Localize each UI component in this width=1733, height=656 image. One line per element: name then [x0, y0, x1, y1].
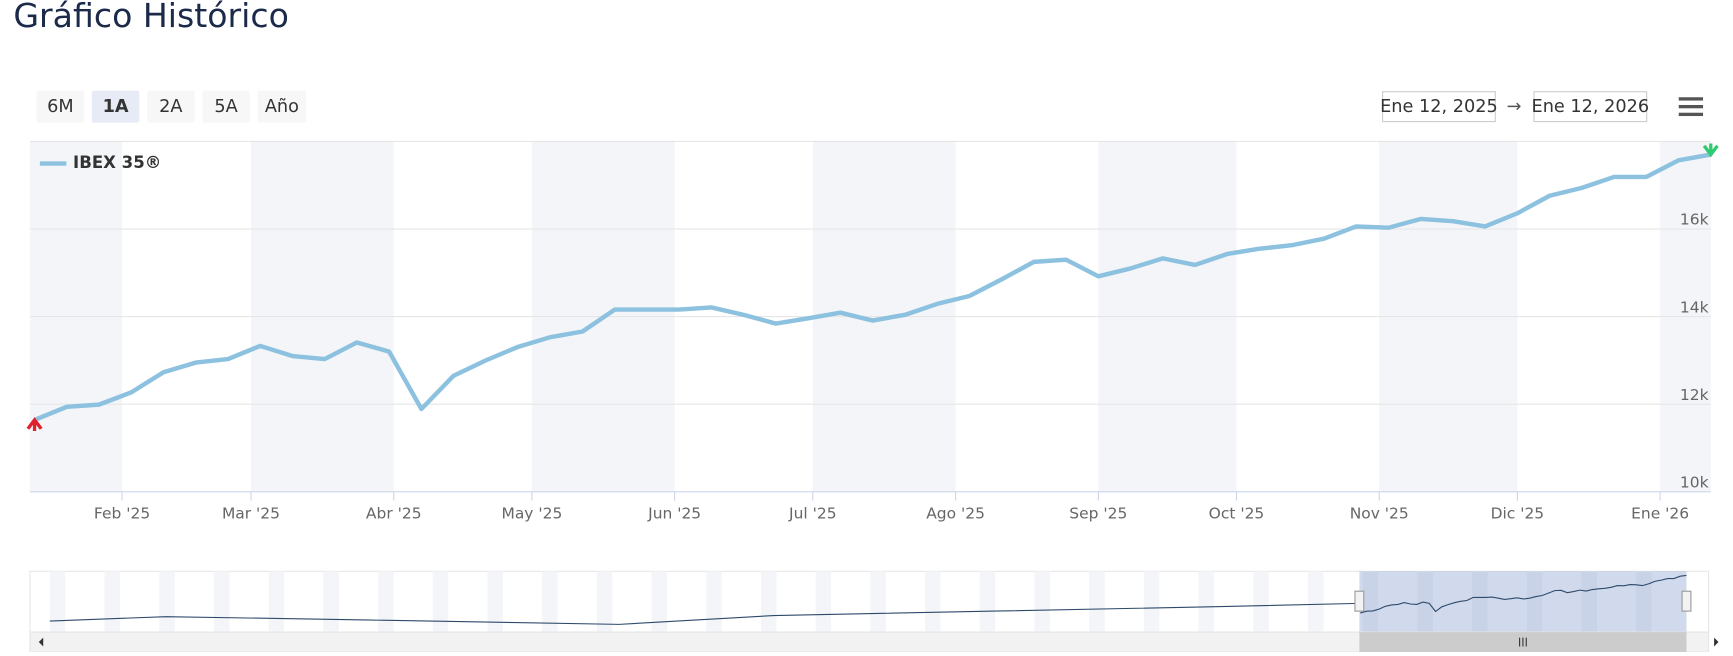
- navigator-band: [268, 571, 285, 633]
- navigator-band: [323, 571, 339, 633]
- navigator-band: [1472, 571, 1488, 633]
- navigator-band: [1253, 571, 1269, 633]
- scroll-left[interactable]: [38, 637, 44, 647]
- end-marker: [1702, 143, 1719, 158]
- page-title: Gráfico Histórico: [13, 0, 289, 35]
- date-to-box[interactable]: [1533, 91, 1648, 123]
- x-tick-label: Sep '25: [1069, 504, 1127, 522]
- range-button-label[interactable]: 5A: [214, 97, 237, 117]
- navigator-band: [1526, 571, 1543, 633]
- menu-bar: [1678, 112, 1704, 117]
- navigator-band: [1362, 571, 1379, 633]
- x-tick-label: Jul '25: [788, 504, 837, 522]
- y-tick-label: 10k: [1680, 473, 1709, 491]
- y-tick-label: 12k: [1680, 386, 1709, 404]
- navigator-band: [1089, 571, 1105, 633]
- date-from-box[interactable]: [1382, 91, 1496, 123]
- navigator-handle[interactable]: [1681, 590, 1692, 612]
- x-tick-label: Mar '25: [222, 504, 280, 522]
- navigator-line: [1360, 574, 1687, 614]
- x-tick-label: Ago '25: [926, 504, 985, 522]
- navigator-band: [925, 571, 941, 633]
- navigator-band: [487, 571, 503, 633]
- range-button[interactable]: [91, 90, 140, 123]
- range-button[interactable]: [202, 90, 250, 123]
- navigator-band: [706, 571, 722, 633]
- navigator-band: [432, 571, 449, 633]
- range-buttons: 6M 1A 2A 5A Año: [36, 90, 307, 123]
- x-tick-label: Abr '25: [366, 504, 422, 522]
- range-button-label[interactable]: Año: [265, 97, 299, 117]
- range-button-label[interactable]: 1A: [103, 97, 129, 117]
- series-line: [33, 152, 1712, 422]
- arrow: →: [1507, 97, 1522, 117]
- navigator-band: [1307, 571, 1324, 633]
- navigator-band: [213, 571, 230, 633]
- x-tick-label: Oct '25: [1209, 504, 1265, 522]
- start-marker: [26, 417, 43, 431]
- x-tick-label: Ene '26: [1631, 504, 1689, 522]
- navigator-mask: [1359, 571, 1687, 633]
- navigator-band: [1034, 571, 1050, 633]
- plot: IBEX 35®: [26, 143, 1719, 431]
- x-tick-label: Feb '25: [94, 504, 150, 522]
- navigator-handle[interactable]: [1354, 590, 1365, 612]
- navigator-band: [104, 571, 121, 633]
- y-tick-label: 14k: [1680, 298, 1709, 316]
- navigator-band: [870, 571, 886, 633]
- navigator-band: [542, 571, 558, 633]
- range-button-label[interactable]: 2A: [159, 97, 182, 117]
- x-tick-label: May '25: [501, 504, 562, 522]
- menu-icon[interactable]: [1678, 97, 1704, 117]
- navigator-band: [1143, 571, 1160, 633]
- menu-bar: [1678, 97, 1704, 101]
- navigator-band: [1198, 571, 1215, 633]
- navigator-band: [815, 571, 832, 633]
- x-tick-label: Dic '25: [1491, 504, 1545, 522]
- navigator-band: [49, 571, 66, 633]
- navigator-band: [1636, 571, 1652, 633]
- grid: 10k 12k 14k 16k Feb '25 Mar '25 Abr '25 May '25…: [29, 140, 1711, 522]
- navigator-history: [49, 602, 1360, 625]
- range-button[interactable]: [257, 90, 307, 123]
- menu-bar: [1678, 104, 1704, 109]
- range-button-label[interactable]: 6M: [47, 97, 74, 117]
- navigator-band: [1417, 571, 1433, 633]
- navigator-band: [1581, 571, 1597, 633]
- navigator-band: [159, 571, 175, 633]
- scroll-right[interactable]: [1714, 637, 1719, 647]
- range-button[interactable]: [36, 90, 85, 123]
- range-button[interactable]: [147, 90, 195, 123]
- x-tick-label: Nov '25: [1350, 504, 1409, 522]
- navigator-band: [378, 571, 394, 633]
- navigator-band: [979, 571, 996, 633]
- legend-label[interactable]: IBEX 35®: [73, 153, 161, 172]
- navigator-band: [651, 571, 668, 633]
- y-tick-label: 16k: [1680, 211, 1709, 229]
- x-tick-label: Jun '25: [647, 504, 701, 522]
- date-to[interactable]: Ene 12, 2026: [1532, 97, 1650, 117]
- navigator-band: [596, 571, 613, 633]
- navigator-band: [760, 571, 777, 633]
- navigator: [29, 570, 1719, 653]
- date-from[interactable]: Ene 12, 2025: [1380, 97, 1498, 117]
